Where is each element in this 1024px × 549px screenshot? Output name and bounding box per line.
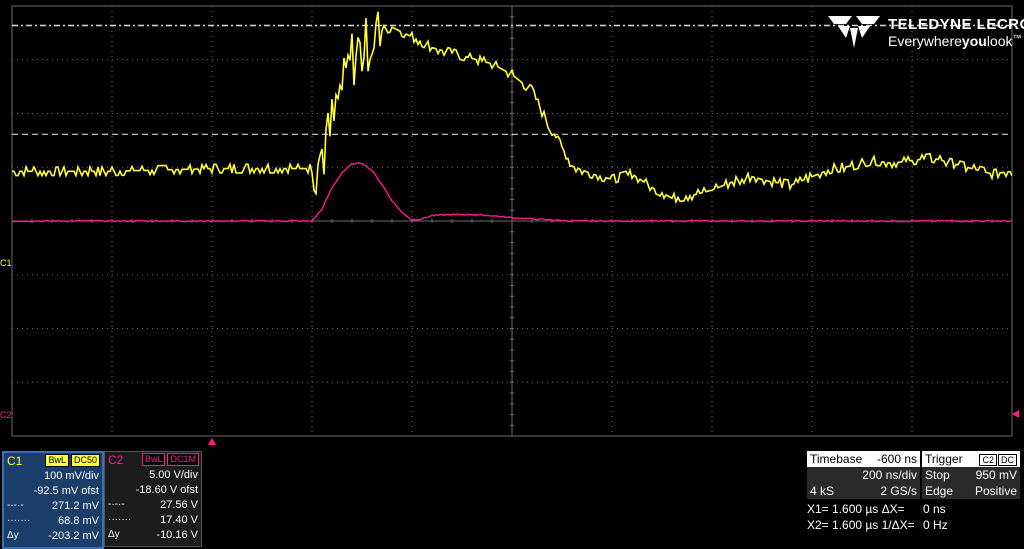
c1-offset: -92.5 mV ofst xyxy=(33,484,99,497)
timebase-header: Timebase -600 ns xyxy=(807,451,920,467)
trigger-position-marker[interactable] xyxy=(208,438,216,445)
trigger-mode: Stop xyxy=(925,468,950,482)
trigger-level: 950 mV xyxy=(975,468,1017,482)
c1-cursor2-value: ······· 68.8 mV xyxy=(7,514,99,527)
c1-offset-marker[interactable]: C1 xyxy=(0,258,12,268)
c2-bandwidth-badge: BwL xyxy=(141,453,166,466)
trigger-descriptor[interactable]: Trigger C2 DC Stop 950 mV Edge Positive xyxy=(922,451,1020,499)
timebase-delay: -600 ns xyxy=(876,452,917,466)
timebase-scale-row: 200 ns/div xyxy=(807,467,920,483)
trigger-level-marker[interactable] xyxy=(1012,410,1019,418)
brand-tagline: Everywhereyoulook™ xyxy=(888,33,1022,49)
c1-cursor1-value: -·-·- 271.2 mV xyxy=(7,499,99,512)
channel-c2-descriptor[interactable]: C2 BwL DC1M 5.00 V/div -18.60 V ofst -·-… xyxy=(104,451,202,547)
c1-trace xyxy=(12,11,1013,205)
c1-delta-y: Δy -203.2 mV xyxy=(7,529,99,542)
timebase-samples-row: 4 kS 2 GS/s xyxy=(807,483,920,499)
c1-vdiv: 100 mV/div xyxy=(43,469,99,482)
waveform-display[interactable] xyxy=(0,0,1024,447)
brand-name: TELEDYNE LECROY xyxy=(888,16,1024,33)
c2-name: C2 xyxy=(108,452,124,467)
c2-header: C2 BwL DC1M xyxy=(105,452,201,467)
c2-offset-marker[interactable]: C2 xyxy=(0,410,12,420)
timebase-label: Timebase xyxy=(810,452,863,466)
cursor-x2-label: X2= 1.600 µs 1/ΔX= xyxy=(807,518,915,532)
c2-vdiv: 5.00 V/div xyxy=(149,468,198,481)
timebase-samples: 4 kS xyxy=(810,484,835,498)
c2-delta-y: Δy -10.16 V xyxy=(108,528,198,541)
trigger-type: Edge xyxy=(925,484,954,498)
c1-coupling-badge: DC50 xyxy=(70,454,100,467)
teledyne-lecroy-logo: TELEDYNE LECROY Everywhereyoulook™ xyxy=(826,14,1024,54)
cursor-inv-delta-x: 0 Hz xyxy=(923,518,948,532)
cursor-x2-readout: X2= 1.600 µs 1/ΔX= 0 Hz xyxy=(807,518,948,532)
c2-cursor1-value: -·-·- 27.56 V xyxy=(108,498,198,511)
trigger-header: Trigger C2 DC xyxy=(922,451,1020,467)
c2-trace xyxy=(11,162,1013,223)
trigger-label: Trigger xyxy=(925,452,963,466)
timebase-descriptor[interactable]: Timebase -600 ns 200 ns/div 4 kS 2 GS/s xyxy=(807,451,920,499)
cursor-x1-readout: X1= 1.600 µs ΔX= 0 ns xyxy=(807,502,946,516)
c1-name: C1 xyxy=(7,453,23,468)
c2-cursor2-value: ······· 17.40 V xyxy=(108,513,198,526)
c2-offset: -18.60 V ofst xyxy=(135,483,198,496)
cursor-delta-x: 0 ns xyxy=(923,502,946,516)
trigger-source-badge: C2 xyxy=(979,454,997,466)
c1-header: C1 BwL DC50 xyxy=(4,453,102,468)
timebase-scale: 200 ns/div xyxy=(862,468,917,482)
cursor-x1-label: X1= 1.600 µs ΔX= xyxy=(807,502,905,516)
trigger-coupling-badge: DC xyxy=(998,454,1017,466)
c1-bandwidth-badge: BwL xyxy=(45,454,69,467)
waveform-grid xyxy=(11,5,1013,437)
c2-coupling-badge: DC1M xyxy=(167,453,199,466)
trigger-type-row: Edge Positive xyxy=(922,483,1020,499)
timebase-rate: 2 GS/s xyxy=(880,484,917,498)
brand-mark-icon xyxy=(828,16,880,48)
trigger-mode-row: Stop 950 mV xyxy=(922,467,1020,483)
trigger-slope: Positive xyxy=(974,484,1017,498)
channel-c1-descriptor[interactable]: C1 BwL DC50 100 mV/div -92.5 mV ofst -·-… xyxy=(2,451,104,549)
